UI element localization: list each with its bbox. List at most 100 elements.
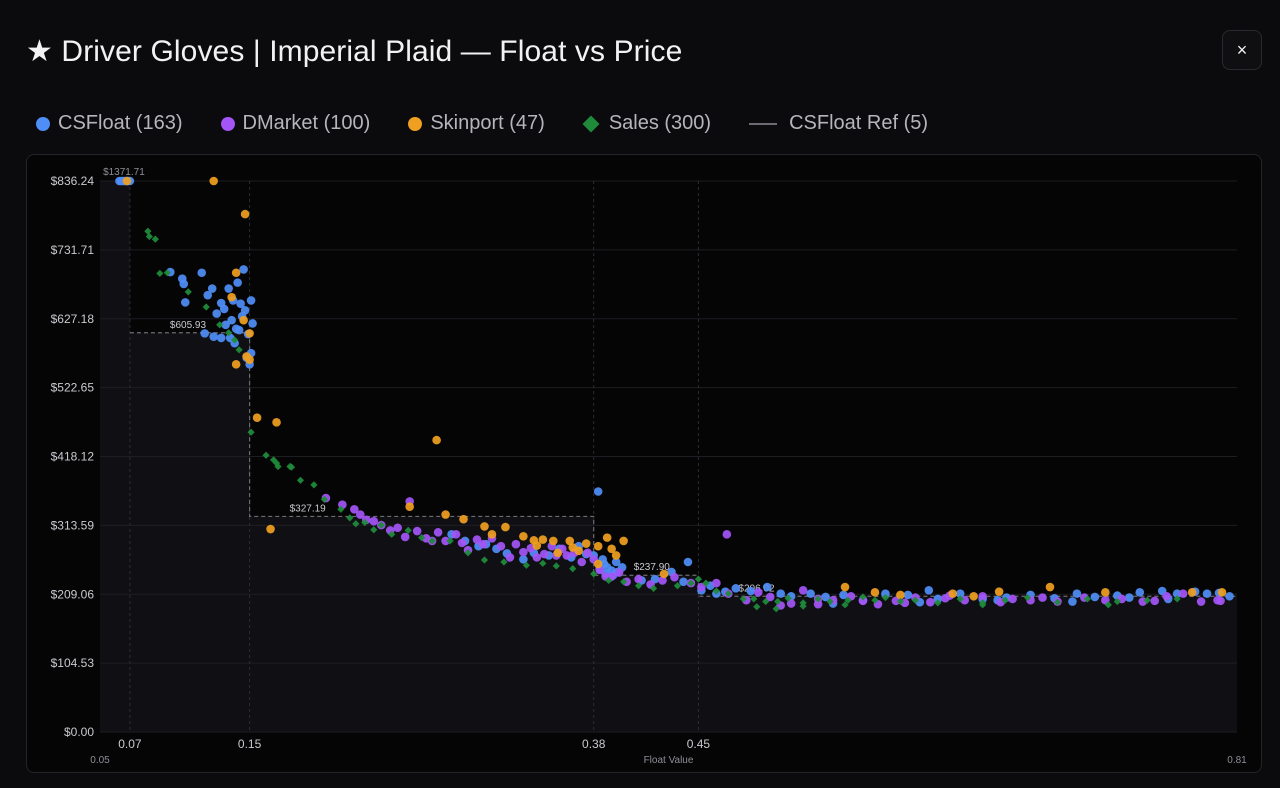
csfloat-point (233, 278, 242, 287)
legend-item-csfloat[interactable]: CSFloat (163) (36, 112, 183, 135)
legend-item-skinport[interactable]: Skinport (47) (408, 112, 545, 135)
x-tick-label: 0.07 (118, 737, 142, 751)
dmarket-point (577, 557, 587, 567)
skinport-point (1217, 588, 1227, 597)
sales-point (1143, 596, 1151, 604)
sales-point (799, 602, 807, 610)
dmarket-point (712, 578, 721, 588)
csfloat-point (207, 284, 217, 293)
skinport-point (487, 530, 497, 539)
top-marker-label: $1371.71 (103, 167, 145, 178)
sales-point (552, 562, 560, 570)
legend-label: DMarket (100) (242, 112, 371, 134)
dmarket-point (350, 504, 359, 514)
csfloat-point (179, 279, 189, 289)
legend-label: CSFloat Ref (5) (789, 112, 929, 134)
dmarket-point (505, 553, 515, 562)
csfloat-point (519, 555, 528, 564)
skinport-point (432, 435, 441, 445)
csfloat-point (776, 589, 786, 598)
dmarket-point (634, 574, 643, 584)
sales-point (934, 599, 942, 607)
csfloat-point (933, 594, 943, 604)
x-tick-label: 0.45 (687, 737, 711, 751)
legend-item-sales[interactable]: Sales (300) (582, 112, 711, 135)
y-tick-label: $836.24 (51, 174, 95, 188)
sales-point (370, 526, 378, 534)
csfloat-point (1072, 589, 1082, 598)
skinport-point (565, 536, 575, 546)
sales-point (784, 594, 792, 602)
chart-legend: CSFloat (163) DMarket (100) Skinport (47… (36, 112, 966, 135)
diamond-marker-icon (582, 115, 600, 132)
sales-point (337, 505, 345, 513)
dmarket-point (511, 539, 521, 549)
sales-point (235, 346, 243, 354)
csfloat-point (227, 315, 236, 325)
csfloat-point (209, 332, 218, 341)
csfloat-point (746, 586, 756, 596)
csfloat-point (239, 265, 248, 274)
dmarket-point (562, 551, 572, 560)
dmarket-point (433, 528, 443, 537)
legend-item-csfloat-ref[interactable]: CSFloat Ref (5) (749, 112, 928, 135)
skinport-point (227, 292, 236, 302)
sales-point (569, 564, 577, 573)
skinport-point (245, 329, 254, 338)
x-max-label: 0.81 (1227, 755, 1247, 766)
sales-point (750, 595, 758, 603)
csfloat-point (731, 584, 741, 593)
sales-point (269, 456, 278, 464)
sales-point (500, 558, 508, 566)
csfloat-point (240, 306, 250, 315)
skinport-point (574, 546, 584, 556)
csfloat-point (221, 320, 230, 330)
skinport-point (459, 514, 468, 524)
dmarket-point (798, 586, 808, 595)
sales-point (1113, 597, 1121, 606)
sales-point (774, 597, 782, 606)
skinport-point (231, 268, 241, 278)
close-button[interactable]: × (1222, 30, 1262, 70)
dmarket-point (940, 593, 950, 603)
sales-point (826, 597, 834, 606)
skinport-point (602, 533, 612, 542)
csfloat-point (1225, 591, 1234, 601)
sales-point (956, 595, 964, 603)
dmarket-point (472, 535, 482, 544)
skinport-point (519, 532, 528, 541)
csfloat-point (679, 577, 688, 587)
csfloat-point (806, 589, 815, 598)
sales-point (673, 582, 682, 590)
dmarket-point (393, 523, 403, 533)
skinport-point (840, 582, 850, 592)
skinport-point (593, 541, 603, 551)
sales-point (844, 596, 852, 604)
sales-point (151, 235, 159, 243)
skinport-point (607, 544, 616, 554)
skinport-point (1045, 582, 1055, 592)
sales-point (911, 596, 919, 604)
dmarket-point (451, 530, 461, 539)
dmarket-point (1178, 589, 1188, 598)
sales-point (274, 462, 282, 471)
skinport-point (122, 176, 132, 186)
sales-point (184, 288, 192, 296)
skinport-point (405, 502, 414, 511)
dmarket-point (978, 591, 987, 601)
sales-point (694, 575, 703, 583)
dmarket-point (926, 597, 935, 607)
circle-marker-icon (408, 116, 423, 131)
sales-point (144, 227, 152, 235)
skinport-point (252, 413, 262, 423)
circle-marker-icon (36, 116, 50, 131)
sales-point (428, 537, 436, 545)
dmarket-point (540, 549, 549, 559)
ref-price-label: $605.93 (170, 320, 207, 331)
legend-item-dmarket[interactable]: DMarket (100) (220, 112, 371, 135)
csfloat-point (1172, 589, 1182, 598)
sales-point (464, 549, 472, 557)
skinport-point (266, 524, 275, 534)
page-title: ★ Driver Gloves | Imperial Plaid — Float… (26, 35, 683, 68)
sales-point (1053, 598, 1062, 606)
